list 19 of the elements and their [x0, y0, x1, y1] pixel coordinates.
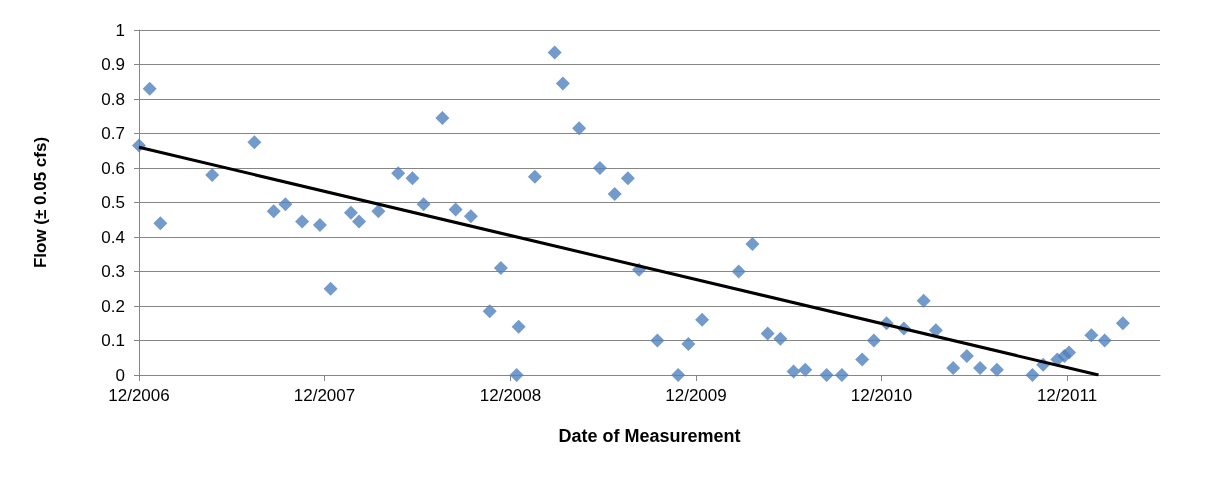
- x-tick-label: 12/2006: [108, 386, 170, 405]
- x-tick-label: 12/2011: [1036, 386, 1098, 405]
- y-tick-label: 0.9: [101, 55, 125, 74]
- y-tick-label: 0.6: [101, 158, 125, 178]
- y-tick-label: 0.2: [101, 296, 125, 316]
- y-tick-label: 0.4: [101, 227, 125, 247]
- y-tick-label: 0.8: [101, 89, 125, 109]
- y-tick-label: 1: [115, 20, 125, 40]
- x-tick-label: 12/2008: [479, 386, 542, 405]
- y-tick-label: 0.5: [101, 193, 125, 212]
- y-tick-label: 0.3: [101, 262, 125, 281]
- y-tick-label: 0.7: [101, 124, 125, 143]
- x-axis-title: Date of Measurement: [558, 426, 741, 446]
- x-tick-label: 12/2009: [665, 386, 727, 405]
- y-tick-label: 0: [115, 365, 125, 385]
- x-tick-label: 12/2007: [293, 386, 356, 405]
- y-tick-label: 0.1: [101, 331, 125, 350]
- y-axis-title: Flow (± 0.05 cfs): [31, 136, 50, 269]
- x-tick-label: 12/2010: [850, 386, 913, 405]
